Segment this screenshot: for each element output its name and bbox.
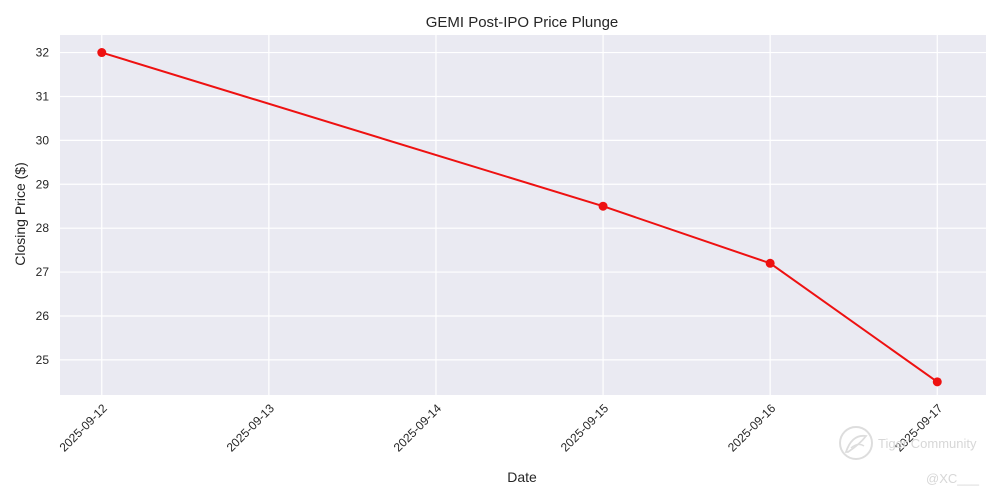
y-tick-label: 25 <box>36 353 50 367</box>
y-axis-label: Closing Price ($) <box>12 162 28 265</box>
y-tick-label: 28 <box>36 221 50 235</box>
y-tick-label: 31 <box>36 89 50 103</box>
y-axis-ticks: 25 26 27 28 29 30 31 32 <box>36 46 50 367</box>
y-tick-label: 32 <box>36 46 50 60</box>
watermark-handle: @XC___ <box>926 471 980 486</box>
x-tick-label: 2025-09-13 <box>224 401 278 455</box>
y-tick-label: 30 <box>36 133 50 147</box>
chart-title: GEMI Post-IPO Price Plunge <box>426 14 619 31</box>
x-axis-ticks: 2025-09-12 2025-09-13 2025-09-14 2025-09-15… <box>57 401 946 455</box>
y-tick-label: 29 <box>36 177 50 191</box>
grid <box>60 35 986 395</box>
y-tick-label: 26 <box>36 309 50 323</box>
data-point <box>932 377 942 387</box>
x-axis-label: Date <box>507 469 537 485</box>
data-point <box>598 201 608 211</box>
watermark: Tiger Community @XC___ <box>839 426 980 486</box>
watermark-brand: Tiger Community <box>878 436 977 451</box>
series-layer <box>97 48 942 387</box>
series-line <box>101 51 938 383</box>
x-tick-label: 2025-09-12 <box>57 401 111 455</box>
x-tick-label: 2025-09-14 <box>391 401 445 455</box>
data-point <box>97 48 107 58</box>
data-point <box>765 258 775 268</box>
tiger-logo-icon <box>839 426 873 460</box>
plot-area <box>60 35 986 395</box>
x-tick-label: 2025-09-16 <box>725 401 779 455</box>
y-tick-label: 27 <box>36 265 50 279</box>
x-tick-label: 2025-09-15 <box>558 401 612 455</box>
